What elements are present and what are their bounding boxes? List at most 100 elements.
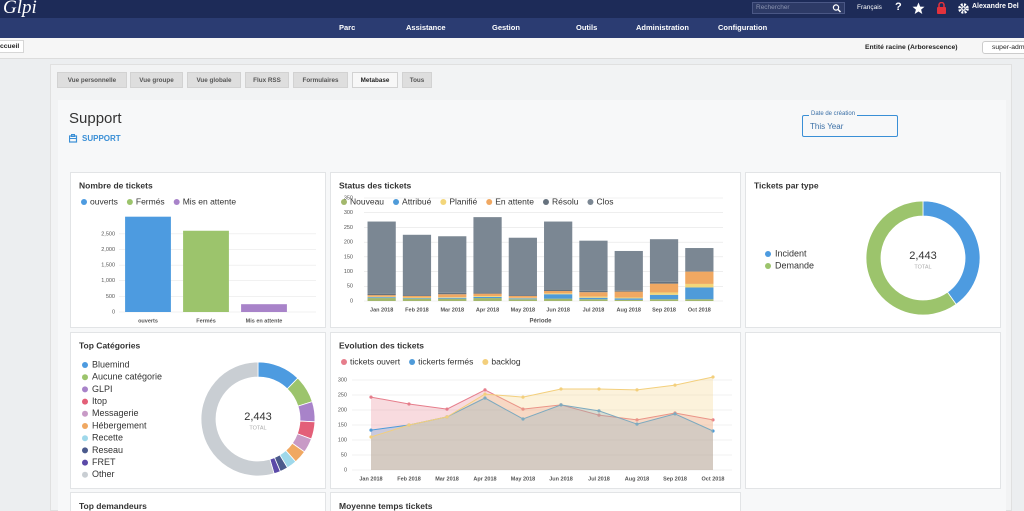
dashboard-subtitle[interactable]: SUPPORT — [82, 134, 121, 143]
y-tick-label: 2,000 — [101, 247, 115, 253]
tab[interactable]: Vue globale — [187, 72, 241, 88]
profile-select[interactable]: super-adm — [982, 41, 1024, 54]
legend-swatch — [82, 459, 88, 466]
bar-segment — [685, 271, 714, 284]
bar-segment — [579, 240, 608, 291]
legend-swatch — [765, 251, 771, 257]
menu-item[interactable]: Administration — [636, 23, 689, 32]
x-tick-label: ouverts — [138, 318, 158, 324]
series-area — [371, 389, 713, 470]
menu-item[interactable]: Gestion — [492, 23, 520, 32]
legend-label: Attribué — [402, 196, 432, 206]
bar-segment — [402, 295, 432, 298]
legend-swatch — [82, 362, 88, 368]
search-icon[interactable] — [832, 3, 842, 13]
legend-swatch — [482, 359, 489, 365]
bar-segment — [579, 297, 608, 300]
y-tick-label: 200 — [338, 407, 347, 413]
y-tick-label: 0 — [344, 467, 347, 473]
legend-label: Planifié — [449, 196, 477, 206]
x-tick-label: Mis en attente — [246, 318, 283, 324]
bar-segment — [579, 292, 608, 297]
help-icon[interactable]: ? — [895, 1, 902, 13]
legend-swatch — [82, 435, 88, 442]
search-box[interactable]: Rechercher — [752, 2, 845, 14]
logo[interactable]: Glpi — [3, 0, 37, 18]
series-point — [711, 418, 715, 422]
date-filter[interactable]: Date de création This Year — [802, 111, 898, 137]
bar-segment — [438, 236, 467, 293]
x-tick-label: Oct 2018 — [702, 476, 725, 482]
bar-segment — [438, 294, 467, 298]
chart: Tickets par type Incident Demande 2,443 TOTA… — [754, 180, 981, 316]
legend-label: Fermés — [136, 196, 165, 206]
widget-empty — [745, 332, 1001, 489]
breadcrumb-bar — [0, 38, 1024, 59]
legend-label: tickerts fermés — [418, 356, 473, 366]
bar-segment — [367, 295, 396, 297]
bar-segment — [473, 217, 502, 293]
lock-icon[interactable] — [936, 2, 947, 15]
legend-swatch — [409, 359, 416, 365]
series-point — [407, 402, 411, 406]
star-icon[interactable] — [912, 2, 925, 15]
entity[interactable]: Entité racine (Arborescence) — [865, 44, 958, 51]
bar-segment — [685, 299, 714, 301]
series-point — [521, 395, 525, 399]
menu-item[interactable]: Parc — [339, 23, 356, 32]
breadcrumb[interactable]: ccueil — [0, 40, 25, 53]
bar-segment — [544, 289, 573, 291]
donut-caption: TOTAL — [249, 425, 266, 431]
tab[interactable]: Tous — [402, 72, 432, 88]
bar-segment — [367, 296, 396, 298]
widget: Tickets par type Incident Demande 2,443 TOTA… — [745, 172, 1001, 328]
tab[interactable]: Vue groupe — [130, 72, 183, 88]
bar-segment — [367, 221, 396, 294]
legend-label: Nouveau — [350, 196, 384, 206]
legend-label: Hébergement — [92, 420, 147, 430]
series-point — [635, 418, 639, 422]
x-axis-label: Période — [529, 319, 552, 325]
bar-segment — [544, 290, 573, 294]
bar-segment — [649, 294, 679, 300]
bar-segment — [438, 292, 467, 295]
bar-segment — [614, 299, 643, 301]
bar-segment — [402, 297, 432, 299]
legend-label: Other — [92, 469, 115, 479]
x-tick-label: Sep 2018 — [652, 307, 676, 313]
x-tick-label: Apr 2018 — [476, 307, 499, 313]
legend-label: FRET — [92, 457, 116, 467]
bar-segment — [473, 293, 502, 296]
widget-title: Top demandeurs — [79, 501, 147, 511]
language[interactable]: Français — [857, 4, 882, 11]
legend-swatch — [82, 423, 88, 429]
tab-active[interactable]: Metabase — [352, 72, 398, 88]
menu-item[interactable]: Configuration — [718, 23, 768, 32]
chart: Evolution des tickets tickets ouvert ticke… — [338, 340, 732, 482]
user-name[interactable]: Alexandre Del — [972, 3, 1019, 10]
menu-bar — [0, 18, 1024, 38]
legend-swatch — [82, 374, 88, 381]
series-point — [369, 428, 373, 432]
y-tick-label: 100 — [338, 437, 347, 443]
legend-label: Bluemind — [92, 359, 130, 369]
series-point — [369, 435, 373, 439]
bar-segment — [438, 297, 467, 299]
x-tick-label: Fermés — [196, 318, 216, 324]
bar-segment — [649, 292, 679, 295]
menu-item[interactable]: Outils — [576, 23, 598, 32]
y-tick-label: 500 — [106, 294, 115, 300]
tab[interactable]: Flux RSS — [245, 72, 289, 88]
donut-slice — [865, 200, 957, 316]
legend-swatch — [486, 199, 493, 205]
legend-swatch — [393, 199, 400, 205]
tab[interactable]: Vue personnelle — [57, 72, 127, 88]
gear-icon[interactable] — [957, 2, 970, 15]
bar — [125, 216, 171, 312]
menu-item[interactable]: Assistance — [406, 23, 446, 32]
tab[interactable]: Formulaires — [293, 72, 348, 88]
legend-label: Messagerie — [92, 408, 139, 418]
bar-segment — [438, 298, 467, 301]
widget: Moyenne temps tickets — [330, 492, 741, 511]
legend-swatch — [542, 199, 549, 205]
